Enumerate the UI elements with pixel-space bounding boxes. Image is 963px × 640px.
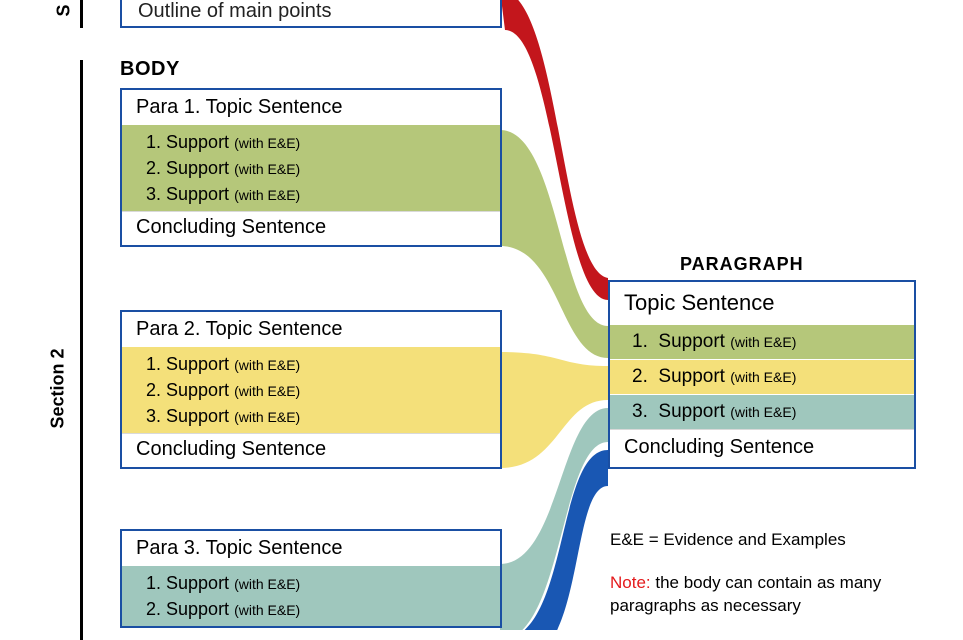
para-1-conclude: Concluding Sentence <box>122 211 500 245</box>
para-1-header: Para 1. Topic Sentence <box>122 90 500 125</box>
para-2-support-2: 2. Support (with E&E) <box>146 377 486 403</box>
para-2-header: Para 2. Topic Sentence <box>122 312 500 347</box>
intro-outline-box: Outline of main points <box>120 0 502 28</box>
paragraph-conclude: Concluding Sentence <box>610 429 914 467</box>
para-2-conclude: Concluding Sentence <box>122 433 500 467</box>
connector-green <box>500 130 608 358</box>
para-1-support-3: 3. Support (with E&E) <box>146 181 486 207</box>
paragraph-row-1: 1. Support (with E&E) <box>610 324 914 359</box>
note-prefix: Note: <box>610 573 651 592</box>
intro-outline-text: Outline of main points <box>138 0 331 23</box>
para-3-header: Para 3. Topic Sentence <box>122 531 500 566</box>
para-2-supports: 1. Support (with E&E) 2. Support (with E… <box>122 347 500 433</box>
note-body: the body can contain as many paragraphs … <box>610 573 881 615</box>
para-3-supports: 1. Support (with E&E) 2. Support (with E… <box>122 566 500 626</box>
paragraph-heading: PARAGRAPH <box>680 254 804 275</box>
para-1-box: Para 1. Topic Sentence 1. Support (with … <box>120 88 502 247</box>
para-2-box: Para 2. Topic Sentence 1. Support (with … <box>120 310 502 469</box>
para-2-support-1: 1. Support (with E&E) <box>146 351 486 377</box>
para-3-box: Para 3. Topic Sentence 1. Support (with … <box>120 529 502 628</box>
paragraph-topic: Topic Sentence <box>610 282 914 324</box>
para-1-support-2: 2. Support (with E&E) <box>146 155 486 181</box>
para-3-support-2: 2. Support (with E&E) <box>146 596 486 622</box>
legend-ee: E&E = Evidence and Examples <box>610 530 846 550</box>
para-1-support-1: 1. Support (with E&E) <box>146 129 486 155</box>
paragraph-box: Topic Sentence 1. Support (with E&E) 2. … <box>608 280 916 469</box>
para-2-support-3: 3. Support (with E&E) <box>146 403 486 429</box>
body-heading: BODY <box>120 58 180 81</box>
para-1-supports: 1. Support (with E&E) 2. Support (with E… <box>122 125 500 211</box>
note-text: Note: the body can contain as many parag… <box>610 572 920 618</box>
paragraph-row-3: 3. Support (with E&E) <box>610 394 914 429</box>
paragraph-row-2: 2. Support (with E&E) <box>610 359 914 394</box>
para-3-support-1: 1. Support (with E&E) <box>146 570 486 596</box>
